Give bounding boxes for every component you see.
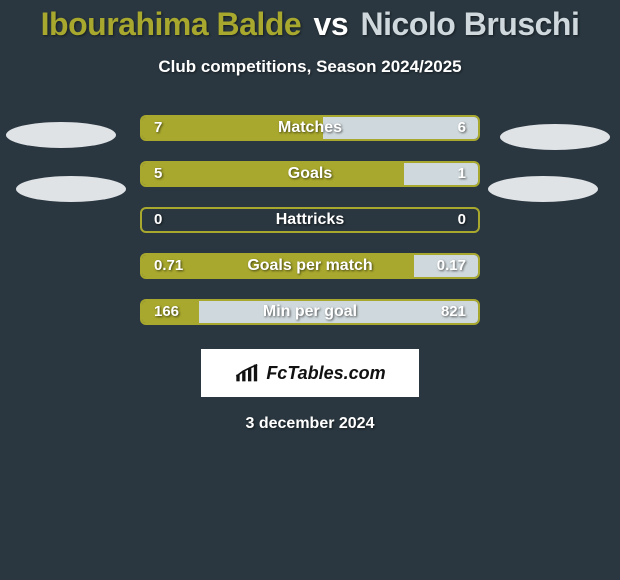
stat-bar: 166821Min per goal xyxy=(140,299,480,325)
stat-bar: 76Matches xyxy=(140,115,480,141)
stat-row: 166821Min per goal xyxy=(0,289,620,335)
stat-value-right: 6 xyxy=(458,117,466,139)
bar-left xyxy=(142,117,323,139)
vs-text: vs xyxy=(314,6,349,42)
player2-name: Nicolo Bruschi xyxy=(361,6,580,42)
stat-row: 51Goals xyxy=(0,151,620,197)
stat-bar: 51Goals xyxy=(140,161,480,187)
subtitle: Club competitions, Season 2024/2025 xyxy=(0,57,620,77)
bar-right xyxy=(199,301,478,323)
stat-value-left: 0 xyxy=(154,209,162,231)
stat-row: 76Matches xyxy=(0,105,620,151)
stat-bar: 0.710.17Goals per match xyxy=(140,253,480,279)
logo: FcTables.com xyxy=(201,349,419,397)
stat-value-left: 5 xyxy=(154,163,162,185)
chart-icon xyxy=(234,363,262,383)
comparison-chart: 76Matches51Goals00Hattricks0.710.17Goals… xyxy=(0,105,620,335)
player1-name: Ibourahima Balde xyxy=(41,6,302,42)
bar-left xyxy=(142,163,404,185)
stat-value-right: 1 xyxy=(458,163,466,185)
stat-value-left: 166 xyxy=(154,301,179,323)
stat-value-left: 0.71 xyxy=(154,255,183,277)
stat-row: 0 0Hattricks xyxy=(0,197,620,243)
bar-right xyxy=(404,163,478,185)
stat-value-right: 0.17 xyxy=(437,255,466,277)
date-label: 3 december 2024 xyxy=(0,415,620,433)
stat-value-right: 0 xyxy=(458,209,466,231)
stat-value-left: 7 xyxy=(154,117,162,139)
page-title: Ibourahima Balde vs Nicolo Bruschi xyxy=(0,6,620,43)
stat-bar: 0 0Hattricks xyxy=(140,207,480,233)
logo-text: FcTables.com xyxy=(266,363,385,384)
stat-label: Hattricks xyxy=(142,209,478,231)
stat-row: 0.710.17Goals per match xyxy=(0,243,620,289)
stat-value-right: 821 xyxy=(441,301,466,323)
header: Ibourahima Balde vs Nicolo Bruschi Club … xyxy=(0,0,620,77)
bar-right xyxy=(323,117,478,139)
